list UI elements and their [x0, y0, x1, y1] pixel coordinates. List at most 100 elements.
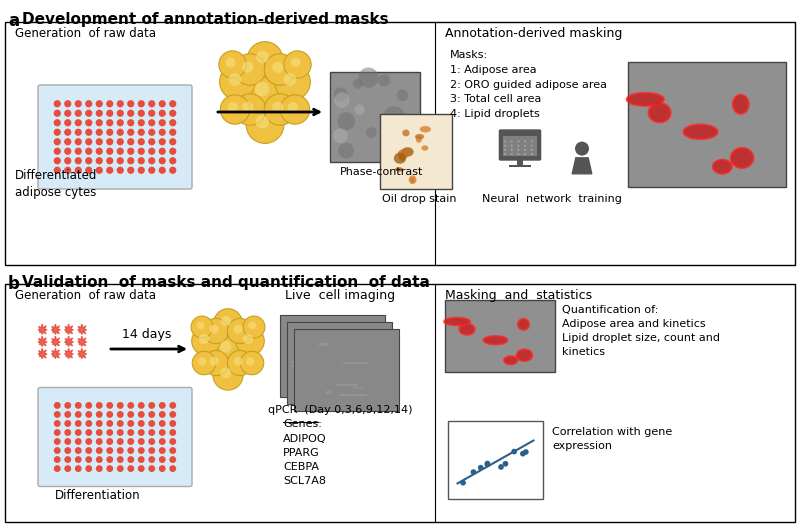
Circle shape [85, 148, 92, 155]
Circle shape [158, 167, 166, 174]
Text: 14 days: 14 days [122, 328, 171, 341]
Circle shape [138, 447, 145, 454]
Circle shape [211, 332, 245, 366]
Bar [287, 322, 392, 404]
Circle shape [75, 456, 82, 463]
Circle shape [524, 149, 526, 151]
Circle shape [148, 138, 155, 145]
Circle shape [272, 102, 283, 113]
Bar [371, 347, 398, 349]
Circle shape [381, 120, 395, 134]
Circle shape [127, 157, 134, 164]
Circle shape [264, 94, 296, 125]
Circle shape [158, 138, 166, 145]
Circle shape [382, 106, 406, 130]
Circle shape [96, 438, 102, 445]
Bar [518, 159, 522, 166]
Circle shape [264, 54, 296, 85]
Circle shape [74, 157, 82, 164]
Polygon shape [78, 348, 86, 359]
Ellipse shape [395, 167, 403, 172]
Circle shape [226, 57, 235, 67]
Circle shape [169, 157, 176, 164]
Circle shape [158, 119, 166, 126]
Circle shape [159, 447, 166, 454]
Circle shape [510, 140, 513, 142]
Circle shape [85, 167, 92, 174]
Circle shape [243, 316, 265, 338]
Circle shape [272, 62, 283, 73]
Circle shape [504, 153, 506, 155]
Ellipse shape [410, 178, 414, 183]
Ellipse shape [399, 152, 406, 161]
Circle shape [117, 119, 124, 126]
Text: Generation  of raw data: Generation of raw data [15, 289, 156, 302]
Circle shape [106, 129, 114, 136]
Text: a: a [8, 12, 19, 30]
Circle shape [191, 316, 213, 338]
Circle shape [228, 102, 238, 113]
Circle shape [96, 157, 103, 164]
Bar [628, 62, 786, 187]
Circle shape [530, 153, 533, 155]
Circle shape [249, 321, 256, 329]
Circle shape [106, 456, 113, 463]
Polygon shape [65, 336, 74, 347]
Circle shape [54, 447, 61, 454]
Circle shape [234, 54, 266, 85]
Circle shape [117, 465, 124, 472]
Circle shape [127, 119, 134, 126]
Circle shape [254, 82, 270, 96]
Circle shape [240, 351, 264, 375]
Circle shape [354, 104, 365, 114]
Text: Development of annotation-derived masks: Development of annotation-derived masks [22, 12, 389, 27]
Circle shape [504, 149, 506, 151]
Circle shape [54, 148, 61, 155]
Circle shape [504, 144, 506, 147]
Circle shape [470, 469, 476, 475]
Ellipse shape [402, 130, 410, 136]
Text: Differentiation: Differentiation [55, 489, 141, 502]
Circle shape [403, 131, 419, 147]
Circle shape [64, 429, 71, 436]
Circle shape [530, 144, 533, 147]
Circle shape [117, 420, 124, 427]
Circle shape [398, 124, 411, 137]
Circle shape [148, 157, 155, 164]
Circle shape [478, 465, 483, 471]
Circle shape [460, 480, 466, 485]
Circle shape [274, 64, 310, 100]
Ellipse shape [420, 126, 431, 132]
Circle shape [243, 334, 253, 344]
Circle shape [210, 325, 218, 334]
Circle shape [138, 110, 145, 117]
Circle shape [106, 411, 113, 418]
Circle shape [96, 148, 103, 155]
Circle shape [242, 62, 254, 73]
Bar [336, 384, 357, 386]
Text: Annotation-derived masking: Annotation-derived masking [445, 27, 622, 40]
FancyBboxPatch shape [38, 85, 192, 189]
Bar [343, 362, 368, 364]
Ellipse shape [626, 93, 664, 106]
Bar [509, 164, 531, 167]
FancyBboxPatch shape [38, 387, 192, 486]
Polygon shape [51, 348, 60, 359]
Circle shape [158, 110, 166, 117]
Circle shape [242, 102, 254, 113]
Circle shape [138, 100, 145, 108]
Polygon shape [572, 158, 592, 174]
Circle shape [138, 456, 145, 463]
Circle shape [64, 110, 71, 117]
Circle shape [520, 451, 526, 456]
Circle shape [85, 157, 92, 164]
Circle shape [127, 110, 134, 117]
Circle shape [284, 51, 311, 78]
Circle shape [96, 119, 103, 126]
Circle shape [54, 456, 61, 463]
Polygon shape [38, 324, 47, 335]
Circle shape [530, 140, 533, 142]
Circle shape [64, 411, 71, 418]
Bar [354, 344, 358, 346]
Circle shape [334, 87, 348, 101]
